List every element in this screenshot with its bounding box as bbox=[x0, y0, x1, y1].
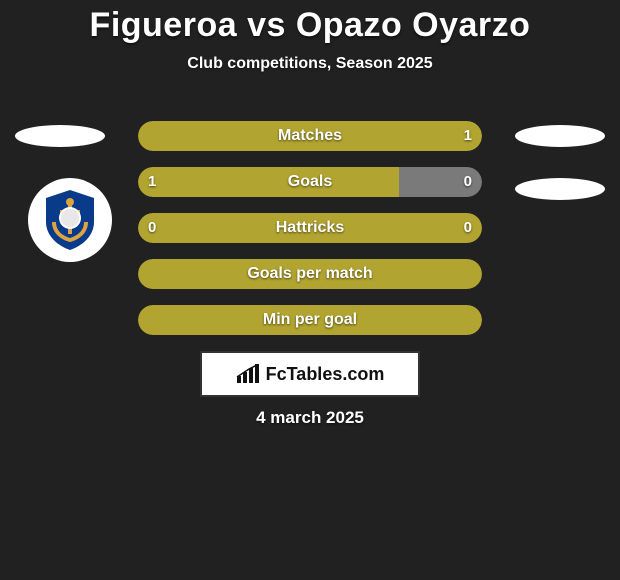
stat-row-goals: 1 0 Goals bbox=[138, 167, 482, 197]
player-left-avatar-placeholder bbox=[15, 125, 105, 147]
stat-row-hattricks: 0 0 Hattricks bbox=[138, 213, 482, 243]
date-label: 4 march 2025 bbox=[0, 408, 620, 428]
page-subtitle: Club competitions, Season 2025 bbox=[0, 55, 620, 73]
stat-right-value: 0 bbox=[464, 213, 472, 243]
brand-text: FcTables.com bbox=[266, 364, 385, 385]
stat-row-min-per-goal: Min per goal bbox=[138, 305, 482, 335]
stat-left-value: 0 bbox=[148, 213, 156, 243]
stat-left-value: 1 bbox=[148, 167, 156, 197]
anchor-shield-icon bbox=[38, 188, 102, 252]
stat-right-value: 1 bbox=[464, 121, 472, 151]
player-right-avatar-placeholder-1 bbox=[515, 125, 605, 147]
club-badge bbox=[28, 178, 112, 262]
player-right-avatar-placeholder-2 bbox=[515, 178, 605, 200]
brand-box[interactable]: FcTables.com bbox=[200, 351, 420, 397]
stat-row-goals-per-match: Goals per match bbox=[138, 259, 482, 289]
stat-right-value: 0 bbox=[464, 167, 472, 197]
stat-row-matches: 1 Matches bbox=[138, 121, 482, 151]
bar-chart-icon bbox=[236, 364, 260, 384]
page-title: Figueroa vs Opazo Oyarzo bbox=[0, 0, 620, 45]
stats-table: 1 Matches 1 0 Goals 0 0 Hattricks Goals … bbox=[138, 121, 482, 351]
